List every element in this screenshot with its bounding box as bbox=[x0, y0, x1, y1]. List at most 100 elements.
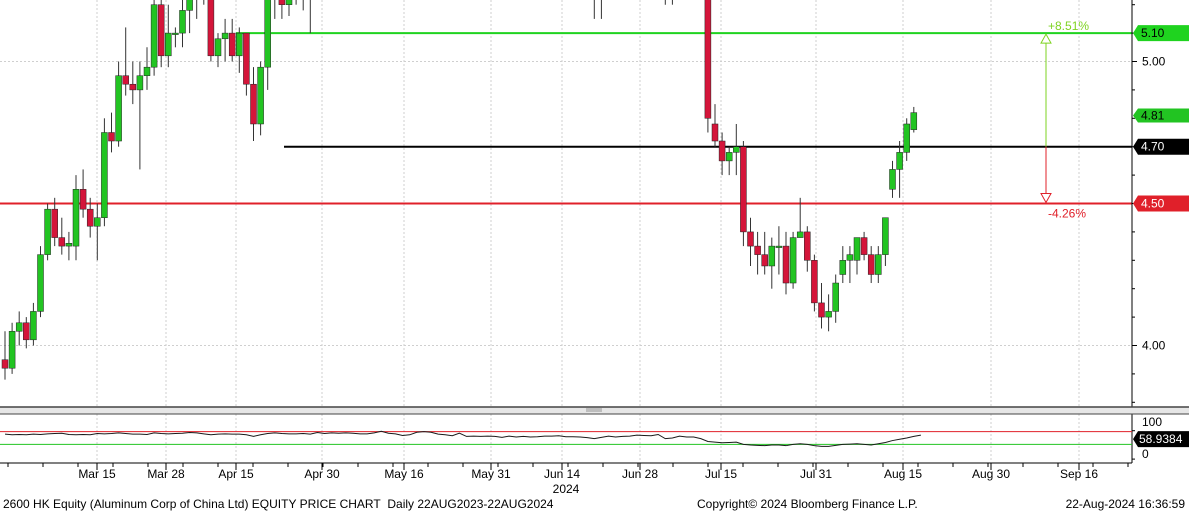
candle-body bbox=[51, 208, 58, 238]
candle-body bbox=[832, 282, 839, 312]
rsi-tick-label: 0 bbox=[1142, 447, 1149, 461]
candle-body bbox=[150, 4, 158, 68]
candle-body bbox=[910, 112, 918, 130]
candle-body bbox=[264, 0, 271, 68]
y-tick-label: 5.00 bbox=[1142, 55, 1166, 69]
candle-body bbox=[86, 208, 94, 227]
candle-body bbox=[761, 254, 768, 267]
candle-body bbox=[58, 237, 66, 247]
candle-body bbox=[1, 359, 9, 369]
candle-body bbox=[903, 123, 910, 153]
pivot-level-tag bbox=[1133, 138, 1189, 155]
candle-body bbox=[846, 254, 854, 261]
candle-body bbox=[44, 208, 51, 255]
candle-body bbox=[804, 231, 811, 261]
upside-percent-label: +8.51% bbox=[1048, 19, 1089, 33]
x-tick-label: Mar 28 bbox=[147, 467, 185, 481]
candle-body bbox=[789, 237, 797, 284]
candle-body bbox=[72, 189, 80, 247]
candle-body bbox=[172, 32, 179, 35]
x-tick-label: May 31 bbox=[471, 467, 511, 481]
last-price-value: 4.81 bbox=[1141, 108, 1165, 122]
candle-body bbox=[65, 243, 73, 247]
candle-body bbox=[15, 322, 23, 332]
candle-body bbox=[101, 132, 108, 218]
downside-percent-label: -4.26% bbox=[1048, 207, 1086, 221]
copyright-text: Copyright© 2024 Bloomberg Finance L.P. bbox=[697, 497, 918, 511]
candle-body bbox=[740, 146, 747, 233]
candle-body bbox=[704, 0, 712, 119]
candle-body bbox=[122, 75, 129, 85]
period-label: Daily 22AUG2023-22AUG2024 bbox=[387, 497, 554, 511]
candle-body bbox=[860, 237, 868, 255]
candle-body bbox=[733, 146, 740, 153]
candle-body bbox=[30, 311, 37, 341]
timestamp-text: 22-Aug-2024 16:36:59 bbox=[1065, 497, 1185, 511]
candle-body bbox=[754, 245, 761, 255]
candle-body bbox=[79, 189, 87, 210]
candle-body bbox=[889, 169, 896, 190]
x-tick-label: Mar 15 bbox=[78, 467, 116, 481]
candle-body bbox=[257, 66, 264, 125]
candle-body bbox=[768, 245, 776, 267]
x-tick-label: Apr 30 bbox=[304, 467, 340, 481]
candle-body bbox=[278, 0, 286, 5]
x-tick-label: May 16 bbox=[384, 467, 424, 481]
y-tick-label: 4.00 bbox=[1142, 339, 1166, 353]
candle-body bbox=[165, 32, 172, 57]
candle-body bbox=[94, 217, 101, 227]
x-tick-label: Jul 31 bbox=[800, 467, 832, 481]
rsi-current-tag bbox=[1133, 431, 1189, 448]
candle-body bbox=[882, 217, 889, 255]
x-tick-label: Apr 15 bbox=[218, 467, 254, 481]
x-tick-label: Jul 15 bbox=[705, 467, 737, 481]
candle-body bbox=[825, 311, 832, 318]
rsi-current-value: 58.9384 bbox=[1139, 432, 1183, 446]
panel-resize-handle bbox=[586, 408, 602, 412]
candle-body bbox=[8, 331, 16, 369]
candle-body bbox=[115, 75, 122, 142]
upside-arrow-head bbox=[1040, 33, 1052, 44]
candle-body bbox=[228, 32, 236, 57]
support-level-tag bbox=[1133, 195, 1189, 212]
chart-caption: 2600 HK Equity (Aluminum Corp of China L… bbox=[3, 497, 553, 511]
support-level-value: 4.50 bbox=[1141, 197, 1165, 211]
candle-body bbox=[129, 83, 137, 91]
candle-body bbox=[796, 231, 804, 238]
x-tick-label: Aug 30 bbox=[972, 467, 1010, 481]
candle-body bbox=[285, 0, 293, 5]
candle-body bbox=[37, 254, 44, 312]
candle-body bbox=[711, 123, 719, 142]
candle-body bbox=[108, 132, 115, 142]
candle-body bbox=[250, 83, 257, 125]
candle-body bbox=[207, 0, 215, 57]
candle-body bbox=[243, 32, 250, 85]
rsi-panel-bg bbox=[0, 414, 1132, 462]
candle-body bbox=[867, 254, 875, 275]
candle-body bbox=[747, 231, 754, 247]
x-year-label: 2024 bbox=[553, 482, 580, 496]
candle-body bbox=[875, 254, 882, 275]
candle-body bbox=[214, 38, 222, 57]
ticker-title: 2600 HK Equity (Aluminum Corp of China L… bbox=[3, 497, 381, 511]
candle-body bbox=[221, 32, 229, 40]
candle-body bbox=[811, 260, 818, 304]
candle-body bbox=[718, 140, 726, 162]
candle-body bbox=[157, 4, 165, 57]
candle-body bbox=[782, 245, 790, 284]
downside-arrow-head bbox=[1040, 193, 1052, 204]
candle-body bbox=[853, 237, 861, 261]
candle-body bbox=[896, 152, 903, 170]
candle-body bbox=[818, 302, 825, 318]
last-price-tag bbox=[1133, 108, 1189, 123]
candle-body bbox=[23, 322, 30, 341]
pivot-level-value: 4.70 bbox=[1141, 140, 1165, 154]
candle-body bbox=[136, 75, 144, 91]
resistance-level-tag bbox=[1133, 25, 1189, 42]
rsi-line bbox=[4, 430, 921, 447]
candle-body bbox=[839, 260, 847, 275]
x-tick-label: Aug 15 bbox=[884, 467, 922, 481]
rsi-tick-label: 100 bbox=[1142, 415, 1162, 429]
